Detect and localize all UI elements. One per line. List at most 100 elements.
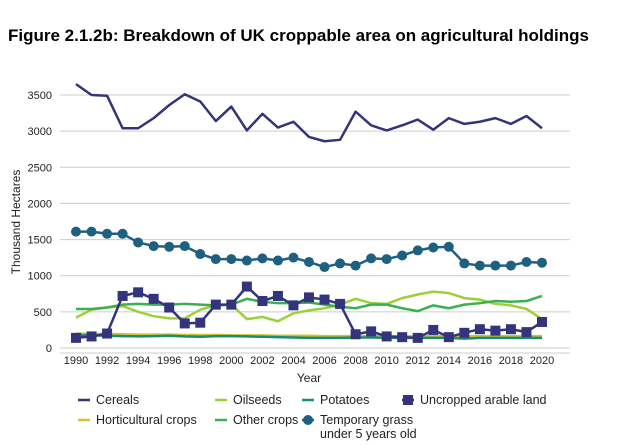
x-tick-label: 1996 xyxy=(157,355,181,367)
data-point xyxy=(350,260,361,271)
data-point xyxy=(319,262,330,273)
legend-label: Other crops xyxy=(233,413,298,427)
data-point xyxy=(195,317,206,328)
data-point xyxy=(443,241,454,252)
x-tick-label: 2004 xyxy=(281,355,305,367)
data-point xyxy=(117,228,128,239)
x-tick-label: 2012 xyxy=(405,355,429,367)
y-tick-label: 500 xyxy=(34,307,52,319)
data-point xyxy=(335,258,346,269)
data-point xyxy=(272,290,283,301)
data-point xyxy=(210,254,221,265)
data-point xyxy=(164,302,175,313)
x-tick-label: 2016 xyxy=(468,355,492,367)
data-point xyxy=(257,296,268,307)
data-point xyxy=(71,226,81,237)
legend-label: Cereals xyxy=(96,393,139,407)
data-point xyxy=(179,318,190,329)
data-point xyxy=(226,254,237,265)
data-point xyxy=(335,298,346,309)
data-point xyxy=(397,250,408,261)
legend-label: Uncropped arable land xyxy=(420,393,547,407)
y-tick-label: 3500 xyxy=(28,90,52,102)
x-tick-label: 2010 xyxy=(374,355,398,367)
data-point xyxy=(272,255,283,266)
x-tick-label: 2006 xyxy=(312,355,336,367)
data-point xyxy=(428,242,439,253)
x-tick-label: 1994 xyxy=(126,355,150,367)
data-point xyxy=(102,228,113,239)
data-point xyxy=(474,324,485,335)
x-axis-label: Year xyxy=(297,371,321,385)
data-point xyxy=(304,256,314,267)
data-point xyxy=(537,257,547,268)
data-point xyxy=(148,293,159,304)
x-tick-label: 1998 xyxy=(188,355,212,367)
data-point xyxy=(505,324,516,335)
x-tick-label: 2008 xyxy=(343,355,367,367)
data-point xyxy=(164,241,175,252)
x-tick-label: 2020 xyxy=(530,355,554,367)
legend-marker xyxy=(403,395,413,405)
x-tick-label: 1990 xyxy=(64,355,88,367)
data-point xyxy=(521,256,532,267)
legend-label: Temporary grass xyxy=(320,413,413,427)
data-point xyxy=(241,255,252,266)
x-tick-label: 2002 xyxy=(250,355,274,367)
data-point xyxy=(505,260,516,271)
data-point xyxy=(428,324,439,335)
data-point xyxy=(381,331,392,342)
data-point xyxy=(537,316,547,327)
x-tick-label: 2014 xyxy=(437,355,461,367)
data-point xyxy=(459,258,470,269)
x-tick-label: 2018 xyxy=(499,355,523,367)
data-point xyxy=(443,332,454,343)
y-tick-label: 0 xyxy=(46,343,52,355)
data-point xyxy=(117,290,128,301)
data-point xyxy=(381,254,392,265)
legend-marker xyxy=(303,415,313,425)
data-point xyxy=(288,252,299,263)
series-line-cereals xyxy=(75,83,543,143)
data-point xyxy=(350,329,361,340)
data-point xyxy=(102,328,113,339)
data-point xyxy=(241,281,252,292)
data-point xyxy=(412,245,423,256)
data-point xyxy=(521,327,532,338)
data-point xyxy=(474,260,485,271)
data-point xyxy=(304,292,314,303)
data-point xyxy=(86,331,97,342)
data-point xyxy=(366,253,377,264)
x-tick-label: 1992 xyxy=(95,355,119,367)
data-point xyxy=(319,294,330,305)
data-point xyxy=(195,249,206,260)
data-point xyxy=(226,299,237,310)
data-point xyxy=(490,260,501,271)
data-point xyxy=(133,287,144,298)
y-tick-label: 2000 xyxy=(28,198,52,210)
series-line-potatoes xyxy=(75,333,542,340)
data-point xyxy=(257,253,268,264)
data-point xyxy=(412,332,423,343)
data-point xyxy=(490,325,501,336)
x-tick-label: 2000 xyxy=(219,355,243,367)
data-point xyxy=(86,226,97,237)
data-point xyxy=(366,326,377,337)
data-point xyxy=(210,299,221,310)
data-point xyxy=(71,332,81,343)
y-tick-label: 1000 xyxy=(28,271,52,283)
legend-label: Potatoes xyxy=(320,393,369,407)
legend-label: under 5 years old xyxy=(320,427,417,441)
legend-label: Oilseeds xyxy=(233,393,282,407)
y-tick-label: 1500 xyxy=(28,235,52,247)
data-point xyxy=(148,241,159,252)
chart-title: Figure 2.1.2b: Breakdown of UK croppable… xyxy=(8,26,589,45)
data-point xyxy=(397,332,408,343)
data-point xyxy=(288,300,299,311)
y-axis-label: Thousand Hectares xyxy=(9,170,23,275)
series-line-other-crops xyxy=(76,294,543,313)
legend-label: Horticultural crops xyxy=(96,413,197,427)
data-point xyxy=(459,327,470,338)
y-tick-label: 2500 xyxy=(28,162,52,174)
